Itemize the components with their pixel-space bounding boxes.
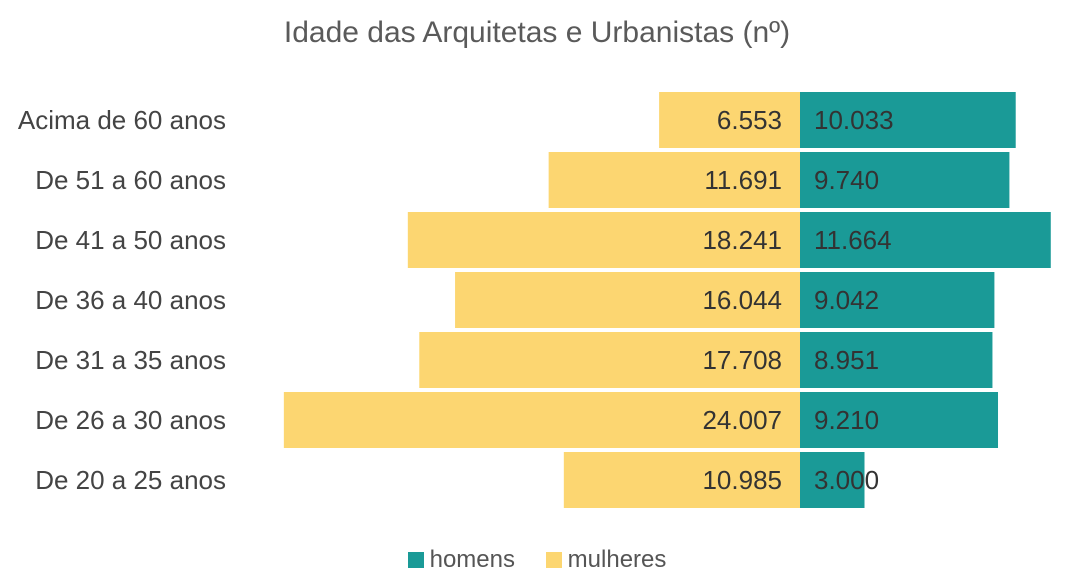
category-label: De 51 a 60 anos <box>35 165 226 195</box>
chart-title: Idade das Arquitetas e Urbanistas (nº) <box>283 16 791 49</box>
bar-mulheres <box>548 152 800 208</box>
value-label-homens: 9.042 <box>814 285 879 315</box>
bar-homens <box>800 272 995 328</box>
category-label: De 31 a 35 anos <box>35 345 226 375</box>
value-label-homens: 11.664 <box>814 225 892 255</box>
category-label: De 20 a 25 anos <box>35 465 226 495</box>
legend-item-mulheres: mulheres <box>545 546 667 574</box>
legend-swatch-mulheres <box>545 552 562 568</box>
value-label-mulheres: 18.241 <box>702 225 782 255</box>
bar-mulheres <box>563 452 800 508</box>
bar-homens <box>800 332 993 388</box>
category-label: De 26 a 30 anos <box>35 405 226 435</box>
bars-layer <box>283 92 1051 508</box>
bar-homens <box>800 452 865 508</box>
value-label-mulheres: 10.985 <box>702 465 782 495</box>
bar-mulheres <box>419 332 800 388</box>
bar-mulheres <box>455 272 800 328</box>
value-label-homens: 3.000 <box>814 465 879 495</box>
value-label-homens: 9.210 <box>814 405 879 435</box>
value-label-mulheres: 24.007 <box>702 405 782 435</box>
category-label: De 41 a 50 anos <box>35 225 226 255</box>
bar-homens <box>800 392 999 448</box>
value-label-homens: 8.951 <box>814 345 879 375</box>
bar-homens <box>800 152 1010 208</box>
legend: homens mulheres <box>0 546 1074 575</box>
value-label-mulheres: 16.044 <box>702 285 782 315</box>
bar-mulheres <box>659 92 800 148</box>
value-label-homens: 9.740 <box>814 165 879 195</box>
value-label-mulheres: 17.708 <box>702 345 782 375</box>
bar-mulheres <box>407 212 800 268</box>
value-labels: 6.553 10.033 11.691 9.740 18.241 11.664 16.044… <box>702 105 893 495</box>
bar-mulheres <box>283 392 800 448</box>
category-label: Acima de 60 anos <box>18 105 226 135</box>
bar-homens <box>800 212 1051 268</box>
value-label-homens: 10.033 <box>814 105 894 135</box>
legend-swatch-homens <box>407 552 424 568</box>
legend-label-homens: homens <box>429 546 515 573</box>
legend-label-mulheres: mulheres <box>567 546 667 573</box>
value-label-mulheres: 6.553 <box>717 105 782 135</box>
bar-homens <box>800 92 1016 148</box>
legend-item-homens: homens <box>407 546 515 574</box>
value-label-mulheres: 11.691 <box>704 165 782 195</box>
category-labels: Acima de 60 anos De 51 a 60 anos De 41 a 5… <box>18 105 226 495</box>
category-label: De 36 a 40 anos <box>35 285 226 315</box>
